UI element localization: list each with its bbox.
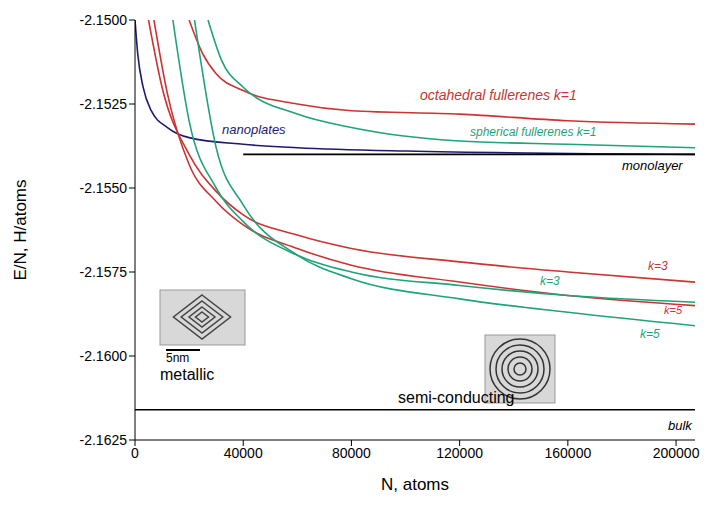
svg-text:-2.1600: -2.1600 xyxy=(80,348,128,364)
svg-text:spherical fullerenes k=1: spherical fullerenes k=1 xyxy=(470,125,596,139)
svg-text:N, atoms: N, atoms xyxy=(381,475,449,494)
svg-text:5nm: 5nm xyxy=(166,351,189,365)
svg-text:80000: 80000 xyxy=(332,445,371,461)
svg-text:monolayer: monolayer xyxy=(622,158,683,173)
svg-text:metallic: metallic xyxy=(160,366,214,383)
svg-text:-2.1500: -2.1500 xyxy=(80,12,128,28)
svg-text:-2.1575: -2.1575 xyxy=(80,264,128,280)
svg-text:40000: 40000 xyxy=(224,445,263,461)
svg-text:160000: 160000 xyxy=(544,445,591,461)
svg-text:k=5: k=5 xyxy=(664,304,683,316)
svg-text:-2.1525: -2.1525 xyxy=(80,96,128,112)
svg-text:k=3: k=3 xyxy=(540,274,560,288)
svg-text:bulk: bulk xyxy=(668,418,693,433)
svg-text:-2.1550: -2.1550 xyxy=(80,180,128,196)
svg-text:200000: 200000 xyxy=(653,445,700,461)
svg-text:-2.1625: -2.1625 xyxy=(80,432,128,448)
svg-text:120000: 120000 xyxy=(436,445,483,461)
svg-text:k=5: k=5 xyxy=(640,327,660,341)
svg-text:semi-conducting: semi-conducting xyxy=(398,389,515,406)
svg-text:k=3: k=3 xyxy=(648,259,668,273)
svg-text:E/N, H/atoms: E/N, H/atoms xyxy=(11,179,30,280)
svg-text:nanoplates: nanoplates xyxy=(222,122,286,137)
svg-text:octahedral fullerenes k=1: octahedral fullerenes k=1 xyxy=(420,87,577,103)
svg-text:0: 0 xyxy=(131,445,139,461)
